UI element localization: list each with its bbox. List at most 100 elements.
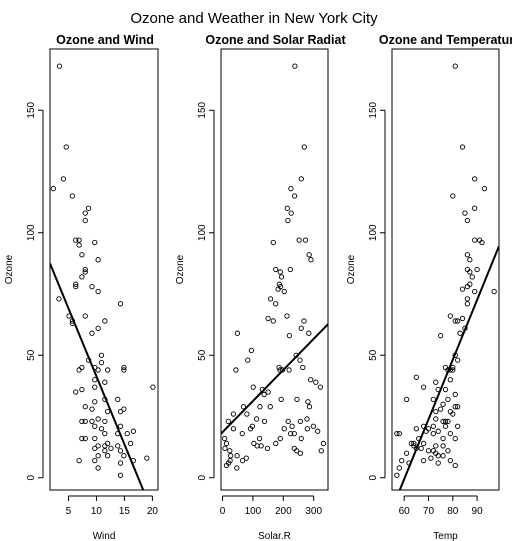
x-tick-label: 10 <box>91 506 103 517</box>
data-point <box>127 440 134 447</box>
data-point <box>102 418 108 425</box>
data-point <box>95 416 101 422</box>
y-axis-label: Ozone <box>4 254 15 284</box>
data-point <box>223 440 230 447</box>
plot-frame <box>220 48 329 491</box>
y-tick-label: 50 <box>197 349 208 361</box>
data-point <box>286 367 292 373</box>
x-tick-label: 20 <box>147 506 159 517</box>
data-point <box>56 63 63 69</box>
y-tick-label: 0 <box>197 475 208 481</box>
data-point <box>76 367 82 373</box>
data-point <box>440 435 446 442</box>
data-point <box>472 205 478 211</box>
data-point <box>89 406 95 412</box>
data-point <box>437 406 444 412</box>
data-point <box>447 457 454 464</box>
data-point <box>433 408 439 415</box>
data-point <box>261 418 268 425</box>
data-point <box>442 418 449 425</box>
data-point <box>447 430 454 437</box>
data-point <box>428 455 434 461</box>
data-point <box>102 318 108 324</box>
data-point <box>287 430 294 437</box>
data-point <box>273 440 279 447</box>
scatter-points <box>394 63 497 478</box>
data-point <box>79 274 85 280</box>
data-point <box>474 266 480 273</box>
data-point <box>73 237 79 243</box>
data-point <box>270 318 276 324</box>
panel-title: Ozone and Temperatur <box>379 33 512 47</box>
data-point <box>121 367 127 373</box>
data-point <box>318 448 324 454</box>
y-tick-label: 50 <box>26 349 37 361</box>
data-point <box>82 435 88 442</box>
data-point <box>459 315 466 322</box>
data-point <box>304 426 310 432</box>
regression-line <box>398 245 499 490</box>
data-point <box>455 423 461 429</box>
panel-title: Ozone and Wind <box>56 33 154 47</box>
data-point <box>462 210 468 216</box>
data-point <box>267 404 273 410</box>
data-point <box>291 430 297 437</box>
data-point <box>95 465 101 471</box>
data-point <box>413 426 419 432</box>
panel-3: Ozone and Temperatur 60 70 80 90 Temp 0 50 100 15… <box>346 33 512 541</box>
data-point <box>115 443 121 449</box>
data-point <box>308 377 314 383</box>
data-point <box>60 176 67 182</box>
y-axis-label: Ozone <box>175 254 186 284</box>
data-point <box>92 239 98 246</box>
data-point <box>433 416 439 422</box>
data-point <box>420 384 427 390</box>
data-point <box>228 453 234 459</box>
data-point <box>82 217 88 224</box>
x-tick-label: 60 <box>399 506 411 517</box>
y-tick-label: 150 <box>368 101 379 118</box>
data-point <box>430 430 436 437</box>
data-point <box>464 301 471 307</box>
data-point <box>411 440 417 447</box>
data-point <box>300 364 306 371</box>
data-point <box>95 325 101 331</box>
y-tick-label: 0 <box>368 475 379 481</box>
y-tick-label: 100 <box>26 224 37 241</box>
data-point <box>450 193 456 199</box>
data-point <box>472 176 478 182</box>
data-point <box>294 448 300 454</box>
data-point <box>82 266 88 273</box>
data-point <box>304 416 310 422</box>
data-point <box>430 423 436 429</box>
data-point <box>92 423 98 429</box>
y-tick-label: 100 <box>368 224 379 241</box>
data-point <box>117 460 124 466</box>
x-tick-label: 300 <box>305 506 322 517</box>
data-point <box>450 411 456 417</box>
data-point <box>452 391 458 398</box>
data-point <box>284 313 290 319</box>
data-point <box>291 193 298 199</box>
x-tick-label: 90 <box>472 506 484 517</box>
data-point <box>265 315 271 322</box>
data-point <box>281 426 287 432</box>
scatter-points <box>221 63 327 471</box>
data-point <box>82 269 88 275</box>
data-point <box>82 313 88 319</box>
data-point <box>457 330 463 336</box>
data-point <box>117 408 124 415</box>
y-axis: 0 50 100 150 <box>26 101 44 481</box>
panel-title: Ozone and Solar Radiat <box>205 33 346 47</box>
data-point <box>234 453 240 459</box>
data-point <box>69 193 76 199</box>
data-point <box>92 399 98 405</box>
plot-frame <box>391 48 500 491</box>
panel-1: Ozone and Wind 5 10 15 20 Wind 0 50 100 150 Ozone <box>4 33 159 541</box>
data-point <box>472 237 478 243</box>
data-point <box>95 453 101 459</box>
data-point <box>104 453 111 459</box>
data-point <box>89 330 95 336</box>
data-point <box>430 396 436 402</box>
